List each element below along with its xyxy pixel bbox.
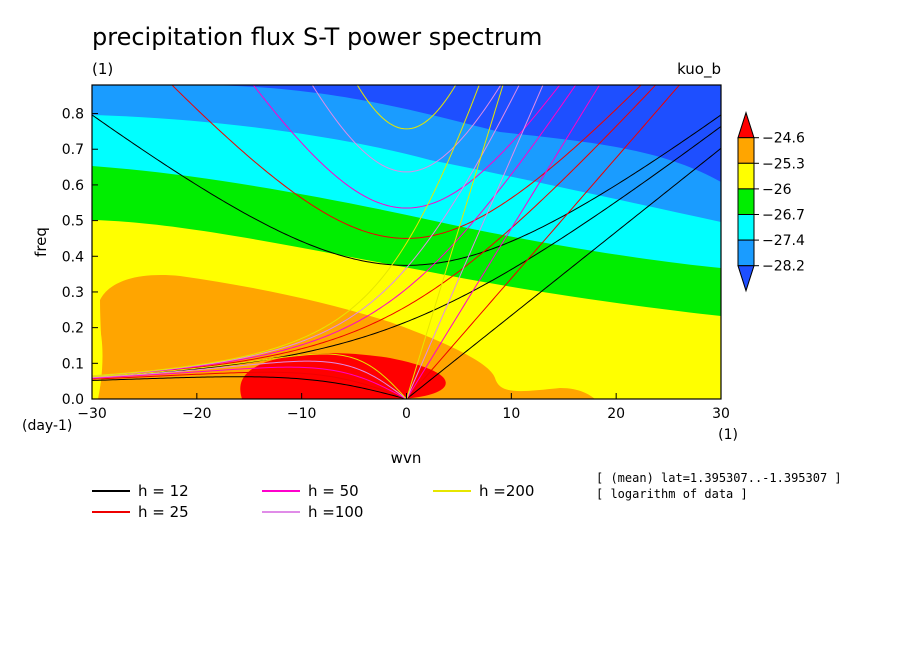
colorbar-label: −28.2 <box>762 259 805 275</box>
legend-label: h =100 <box>308 503 363 521</box>
y-tick-label: 0.7 <box>62 142 84 158</box>
chart-title: precipitation flux S-T power spectrum <box>92 23 542 51</box>
legend-label: h = 12 <box>138 482 189 500</box>
colorbar-box <box>737 214 755 241</box>
dispersion-curve-kelvin-h100 <box>406 85 544 399</box>
dispersion-curve-ig-h25 <box>171 85 642 239</box>
colorbar-label: −25.3 <box>762 156 805 172</box>
note-logarithm: [ logarithm of data ] <box>596 487 748 501</box>
contour-bands <box>92 85 721 399</box>
y-tick-label: 0.3 <box>62 285 84 301</box>
chart-subtitle-left: (1) <box>92 60 113 78</box>
colorbar-box <box>737 188 755 215</box>
legend-label: h =200 <box>479 482 534 500</box>
colorbar: −24.6 −25.3 −26 −26.7 −27.4 −28.2 <box>737 111 805 293</box>
dispersion-curve-mrg-h25 <box>92 85 657 378</box>
axes: −30 −20 −10 0 10 20 30 0.0 0.1 0.2 0.3 0.4 0.5 0.6 0.7… <box>62 107 730 422</box>
colorbar-top-arrow <box>737 111 755 139</box>
dispersion-curve-kelvin-h50 <box>406 85 601 399</box>
dispersion-curve-rossby-h12 <box>92 376 409 399</box>
x-axis-label: wvn <box>391 449 422 467</box>
x-tick-label: −30 <box>77 406 107 422</box>
x-tick-label: 10 <box>502 406 520 422</box>
y-axis-label: freq <box>32 227 50 257</box>
colorbar-box <box>737 162 755 190</box>
dispersion-curves <box>92 85 721 399</box>
colorbar-label: −27.4 <box>762 233 805 249</box>
dispersion-curve-mrg-h50 <box>92 85 577 377</box>
x-tick-label: 0 <box>402 406 411 422</box>
y-tick-label: 0.8 <box>62 107 84 123</box>
y-tick-label: 0.1 <box>62 356 84 372</box>
colorbar-label: −24.6 <box>762 131 805 147</box>
y-unit-label: (day-1) <box>22 418 72 434</box>
dispersion-curve-ig-h50 <box>252 85 561 209</box>
colorbar-label: −26 <box>762 182 792 198</box>
colorbar-label: −26.7 <box>762 208 805 224</box>
dispersion-curve-rossby-h50 <box>92 366 408 399</box>
dispersion-curve-mrg-h100 <box>92 85 520 377</box>
y-tick-label: 0.5 <box>62 214 84 230</box>
x-tick-label: 30 <box>712 406 730 422</box>
dispersion-curve-rossby-h25 <box>92 371 408 399</box>
y-tick-label: 0.0 <box>62 392 84 408</box>
y-tick-label: 0.4 <box>62 249 84 265</box>
colorbar-bottom-arrow <box>737 265 755 293</box>
dispersion-curve-mrg-h200 <box>92 85 480 377</box>
colorbar-box <box>737 137 755 164</box>
x-tick-label: −10 <box>287 406 317 422</box>
dispersion-curve-ig-h12 <box>92 114 721 266</box>
band-red <box>240 353 446 399</box>
dispersion-curve-ig-h200 <box>356 85 457 130</box>
x-tick-label: 20 <box>607 406 625 422</box>
note-latitude: [ (mean) lat=1.395307..-1.395307 ] <box>596 471 842 485</box>
dispersion-curve-kelvin-h12 <box>406 147 721 399</box>
dispersion-curve-rossby-h100 <box>92 360 408 399</box>
dispersion-curve-mrg-h12 <box>92 126 721 378</box>
colorbar-box <box>737 239 755 267</box>
dispersion-curve-rossby-h200 <box>92 353 408 399</box>
dispersion-curve-kelvin-h200 <box>406 85 504 399</box>
y-tick-label: 0.2 <box>62 321 84 337</box>
legend-label: h = 50 <box>308 482 359 500</box>
legend: h = 12 h = 25 h = 50 h =100 h =200 <box>92 482 534 521</box>
dispersion-curve-kelvin-h25 <box>406 85 681 399</box>
chart-subtitle-right: kuo_b <box>677 60 721 79</box>
x-unit-label: (1) <box>718 427 738 443</box>
legend-label: h = 25 <box>138 503 189 521</box>
y-tick-label: 0.6 <box>62 178 84 194</box>
x-tick-label: −20 <box>182 406 212 422</box>
dispersion-curve-ig-h100 <box>311 85 502 173</box>
